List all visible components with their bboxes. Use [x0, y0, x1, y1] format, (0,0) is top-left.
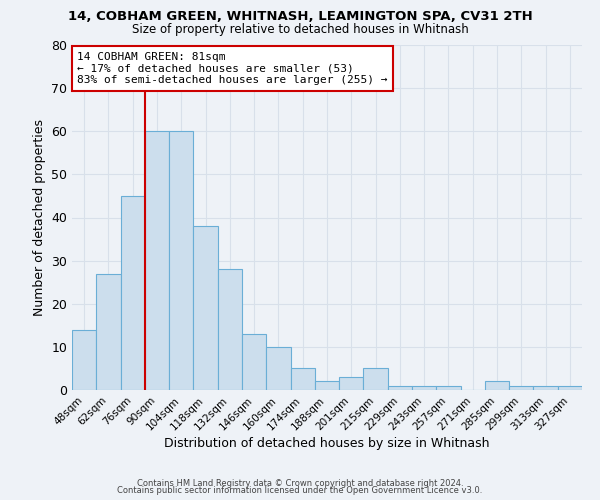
Text: 14, COBHAM GREEN, WHITNASH, LEAMINGTON SPA, CV31 2TH: 14, COBHAM GREEN, WHITNASH, LEAMINGTON S…	[68, 10, 532, 23]
Bar	[96, 274, 121, 390]
Text: 14 COBHAM GREEN: 81sqm
← 17% of detached houses are smaller (53)
83% of semi-det: 14 COBHAM GREEN: 81sqm ← 17% of detached…	[77, 52, 388, 85]
Bar	[388, 386, 412, 390]
X-axis label: Distribution of detached houses by size in Whitnash: Distribution of detached houses by size …	[164, 438, 490, 450]
Text: Contains HM Land Registry data © Crown copyright and database right 2024.: Contains HM Land Registry data © Crown c…	[137, 478, 463, 488]
Bar	[364, 368, 388, 390]
Bar	[121, 196, 145, 390]
Bar	[533, 386, 558, 390]
Bar	[72, 330, 96, 390]
Bar	[558, 386, 582, 390]
Bar	[290, 368, 315, 390]
Bar	[145, 131, 169, 390]
Bar	[436, 386, 461, 390]
Bar	[412, 386, 436, 390]
Bar	[169, 131, 193, 390]
Bar	[339, 377, 364, 390]
Bar	[218, 269, 242, 390]
Bar	[485, 382, 509, 390]
Text: Size of property relative to detached houses in Whitnash: Size of property relative to detached ho…	[131, 22, 469, 36]
Bar	[193, 226, 218, 390]
Text: Contains public sector information licensed under the Open Government Licence v3: Contains public sector information licen…	[118, 486, 482, 495]
Bar	[266, 347, 290, 390]
Bar	[242, 334, 266, 390]
Y-axis label: Number of detached properties: Number of detached properties	[32, 119, 46, 316]
Bar	[315, 382, 339, 390]
Bar	[509, 386, 533, 390]
